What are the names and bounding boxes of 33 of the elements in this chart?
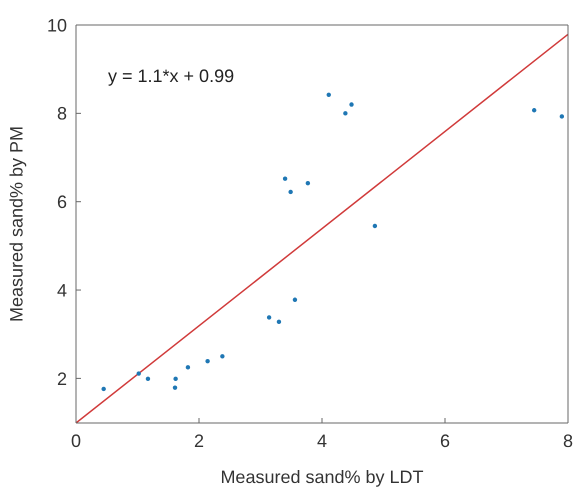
point xyxy=(326,92,331,97)
x-tick-label: 6 xyxy=(440,430,450,451)
y-tick-label: 2 xyxy=(56,368,67,389)
point xyxy=(292,298,298,302)
y-tick-label: 4 xyxy=(56,280,67,300)
point xyxy=(282,176,288,181)
annotation: y = 1.1*x + 0.99 xyxy=(108,66,234,87)
point xyxy=(532,108,536,112)
point xyxy=(266,315,272,320)
y-tick-label: 10 xyxy=(46,15,67,36)
point xyxy=(349,102,354,107)
point xyxy=(205,358,210,364)
point xyxy=(220,354,225,358)
x-tick-label: 4 xyxy=(316,430,328,451)
point xyxy=(560,114,564,119)
x-tick-label: 2 xyxy=(194,430,204,451)
point xyxy=(186,365,190,370)
point xyxy=(172,385,178,390)
point xyxy=(288,190,293,194)
point xyxy=(173,376,178,382)
point xyxy=(101,386,106,392)
point xyxy=(306,180,310,186)
point xyxy=(136,371,141,376)
point xyxy=(146,376,150,382)
point xyxy=(372,224,378,228)
y-axis-title: Measured sand% by PM xyxy=(6,126,26,322)
x-axis-title: Measured sand% by LDT xyxy=(220,467,424,487)
x-tick-label: 8 xyxy=(562,430,574,451)
y-tick-label: 6 xyxy=(56,192,67,212)
y-tick-label: 8 xyxy=(56,104,67,124)
x-tick-label: 0 xyxy=(70,430,82,451)
point xyxy=(276,320,282,324)
point xyxy=(343,111,348,116)
